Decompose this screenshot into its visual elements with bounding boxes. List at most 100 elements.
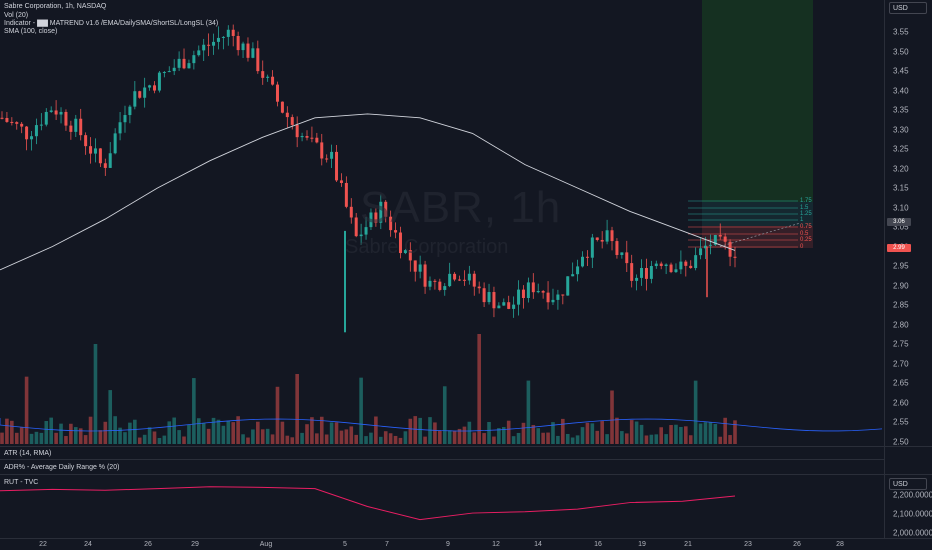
rut-pane[interactable]: RUT - TVC <box>0 475 884 538</box>
volume-bar <box>684 426 688 444</box>
price-tick: 3.40 <box>893 86 909 95</box>
volume-bar <box>78 428 83 444</box>
price-tick: 2.95 <box>893 261 909 271</box>
candle-body <box>502 302 506 306</box>
price-tick: 2.90 <box>893 281 909 290</box>
candle-body <box>497 305 501 309</box>
volume-bar <box>64 436 68 444</box>
candle-body <box>44 111 48 125</box>
volume-ma-line <box>0 418 883 432</box>
volume-bar <box>457 428 462 444</box>
candle-body <box>359 234 363 237</box>
candle-body <box>443 286 447 290</box>
candlestick-chart[interactable] <box>0 0 884 446</box>
candle-body <box>571 274 575 277</box>
rut-line-chart[interactable] <box>0 475 884 538</box>
candle-body <box>590 237 594 258</box>
candle-body <box>202 44 206 51</box>
candle-body <box>231 29 235 36</box>
currency-button[interactable]: USD <box>889 2 927 14</box>
legend-sma[interactable]: SMA (100, close) <box>4 28 58 35</box>
legend-volume[interactable]: Vol (20) <box>4 12 29 19</box>
candle-body <box>684 261 688 266</box>
candle-body <box>64 111 68 126</box>
watermark-symbol: SABR, 1h <box>360 183 562 232</box>
volume-bar <box>703 422 708 444</box>
volume-bar <box>511 436 516 444</box>
legend-indicator[interactable]: Indicator - ▇▇ MATREND v1.6 /EMA/DailySM… <box>4 20 219 27</box>
volume-bar <box>433 422 437 444</box>
volume-bar <box>24 376 29 444</box>
candle-body <box>162 72 166 74</box>
time-tick: 19 <box>638 541 646 548</box>
time-axis[interactable]: 22 24 26 29 Aug 5 7 9 12 14 16 19 21 23 26 28 <box>0 539 932 550</box>
fib-level-label: 0.75 <box>800 224 812 230</box>
candle-body <box>207 44 211 46</box>
time-tick: Aug <box>259 541 273 548</box>
candle-body <box>733 256 737 258</box>
volume-bar <box>472 432 477 444</box>
candle-body <box>566 276 570 296</box>
candle-body <box>536 291 540 293</box>
time-tick: 26 <box>793 541 801 548</box>
time-tick: 12 <box>492 541 500 548</box>
candle-body <box>290 117 294 125</box>
candle-body <box>433 280 437 282</box>
candle-body <box>625 252 629 264</box>
adr-label[interactable]: ADR% - Average Daily Range % (20) <box>4 464 120 471</box>
candle-body <box>256 48 260 72</box>
volume-bar <box>649 434 654 444</box>
candle-body <box>635 277 639 281</box>
atr-label[interactable]: ATR (14, RMA) <box>4 450 52 457</box>
volume-bar <box>305 424 309 444</box>
volume-bar <box>393 435 398 444</box>
price-axis[interactable]: USD 3.55 3.50 3.45 3.40 3.35 3.30 3.25 3.20 3.15… <box>884 0 932 446</box>
pane-separator[interactable] <box>0 459 932 460</box>
rut-axis[interactable]: USD 2,200.0000 2,100.0000 2,000.0000 <box>884 475 932 538</box>
candle-body <box>143 87 147 98</box>
candle-body <box>285 112 289 118</box>
legend-title[interactable]: Sabre Corporation, 1h, NASDAQ <box>4 3 107 10</box>
candle-body <box>305 136 309 138</box>
volume-bar <box>10 420 14 444</box>
volume-bar <box>354 434 359 444</box>
volume-bar <box>256 421 260 444</box>
volume-bar <box>423 436 427 444</box>
volume-bar <box>369 432 373 444</box>
rut-label[interactable]: RUT - TVC <box>4 479 39 486</box>
volume-bar <box>378 436 383 444</box>
adr-pane[interactable]: ADR% - Average Daily Range % (20) <box>0 460 884 472</box>
rut-currency-button[interactable]: USD <box>889 478 927 490</box>
candle-body <box>300 136 304 138</box>
price-pane[interactable]: SABR, 1h Sabre Corporation Sabre Corpora… <box>0 0 884 446</box>
atr-pane[interactable]: ATR (14, RMA) <box>0 447 884 459</box>
volume-bar <box>329 422 334 444</box>
rut-tick: 2,200.0000 <box>893 490 932 500</box>
volume-bar <box>654 434 659 444</box>
time-tick: 24 <box>84 541 92 548</box>
price-tick: 3.25 <box>893 144 909 154</box>
candle-body <box>236 35 240 51</box>
candle-body <box>703 245 707 249</box>
candle-body <box>541 291 545 293</box>
volume-bar <box>137 437 142 444</box>
candle-body <box>723 236 727 242</box>
volume-bar <box>251 429 255 444</box>
candle-body <box>364 227 368 235</box>
time-tick: 28 <box>836 541 844 548</box>
volume-bar <box>688 435 693 444</box>
pane-separator[interactable] <box>0 446 932 447</box>
volume-bar <box>172 417 176 444</box>
volume-bar <box>211 417 216 444</box>
current-price-label: 3.06 <box>887 218 911 226</box>
volume-bar <box>88 416 93 444</box>
candle-body <box>561 294 565 296</box>
volume-bar <box>462 426 467 444</box>
volume-bar <box>531 425 536 444</box>
volume-bar <box>275 386 280 444</box>
pane-separator[interactable] <box>0 474 932 475</box>
price-tick: 3.45 <box>893 66 909 76</box>
candle-body <box>275 84 279 102</box>
volume-bar <box>344 429 349 444</box>
volume-bar <box>265 428 270 444</box>
